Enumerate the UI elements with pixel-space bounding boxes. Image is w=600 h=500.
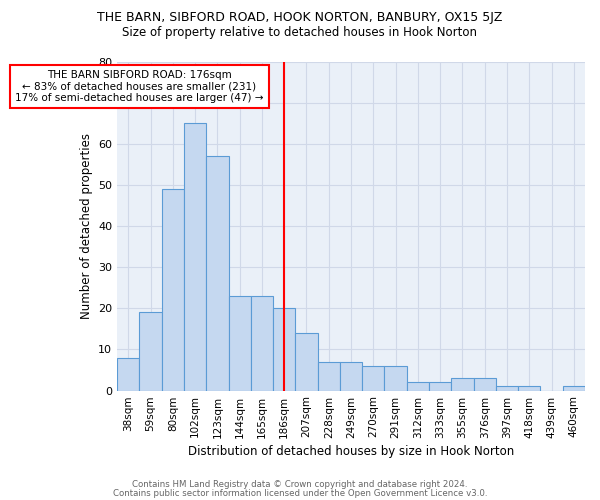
Bar <box>139 312 161 390</box>
Bar <box>407 382 429 390</box>
Text: Size of property relative to detached houses in Hook Norton: Size of property relative to detached ho… <box>122 26 478 39</box>
Bar <box>362 366 385 390</box>
Bar <box>273 308 295 390</box>
Bar <box>229 296 251 390</box>
Text: Contains HM Land Registry data © Crown copyright and database right 2024.: Contains HM Land Registry data © Crown c… <box>132 480 468 489</box>
Bar <box>429 382 451 390</box>
Y-axis label: Number of detached properties: Number of detached properties <box>80 133 92 319</box>
Bar <box>117 358 139 390</box>
Bar <box>496 386 518 390</box>
Text: THE BARN, SIBFORD ROAD, HOOK NORTON, BANBURY, OX15 5JZ: THE BARN, SIBFORD ROAD, HOOK NORTON, BAN… <box>97 11 503 24</box>
Bar <box>251 296 273 390</box>
Bar <box>385 366 407 390</box>
Bar <box>518 386 541 390</box>
Bar <box>317 362 340 390</box>
Bar <box>473 378 496 390</box>
Bar <box>451 378 473 390</box>
X-axis label: Distribution of detached houses by size in Hook Norton: Distribution of detached houses by size … <box>188 444 514 458</box>
Bar <box>184 123 206 390</box>
Bar <box>295 333 317 390</box>
Text: Contains public sector information licensed under the Open Government Licence v3: Contains public sector information licen… <box>113 488 487 498</box>
Bar <box>206 156 229 390</box>
Text: THE BARN SIBFORD ROAD: 176sqm
← 83% of detached houses are smaller (231)
17% of : THE BARN SIBFORD ROAD: 176sqm ← 83% of d… <box>15 70 263 103</box>
Bar <box>563 386 585 390</box>
Bar <box>340 362 362 390</box>
Bar <box>161 189 184 390</box>
